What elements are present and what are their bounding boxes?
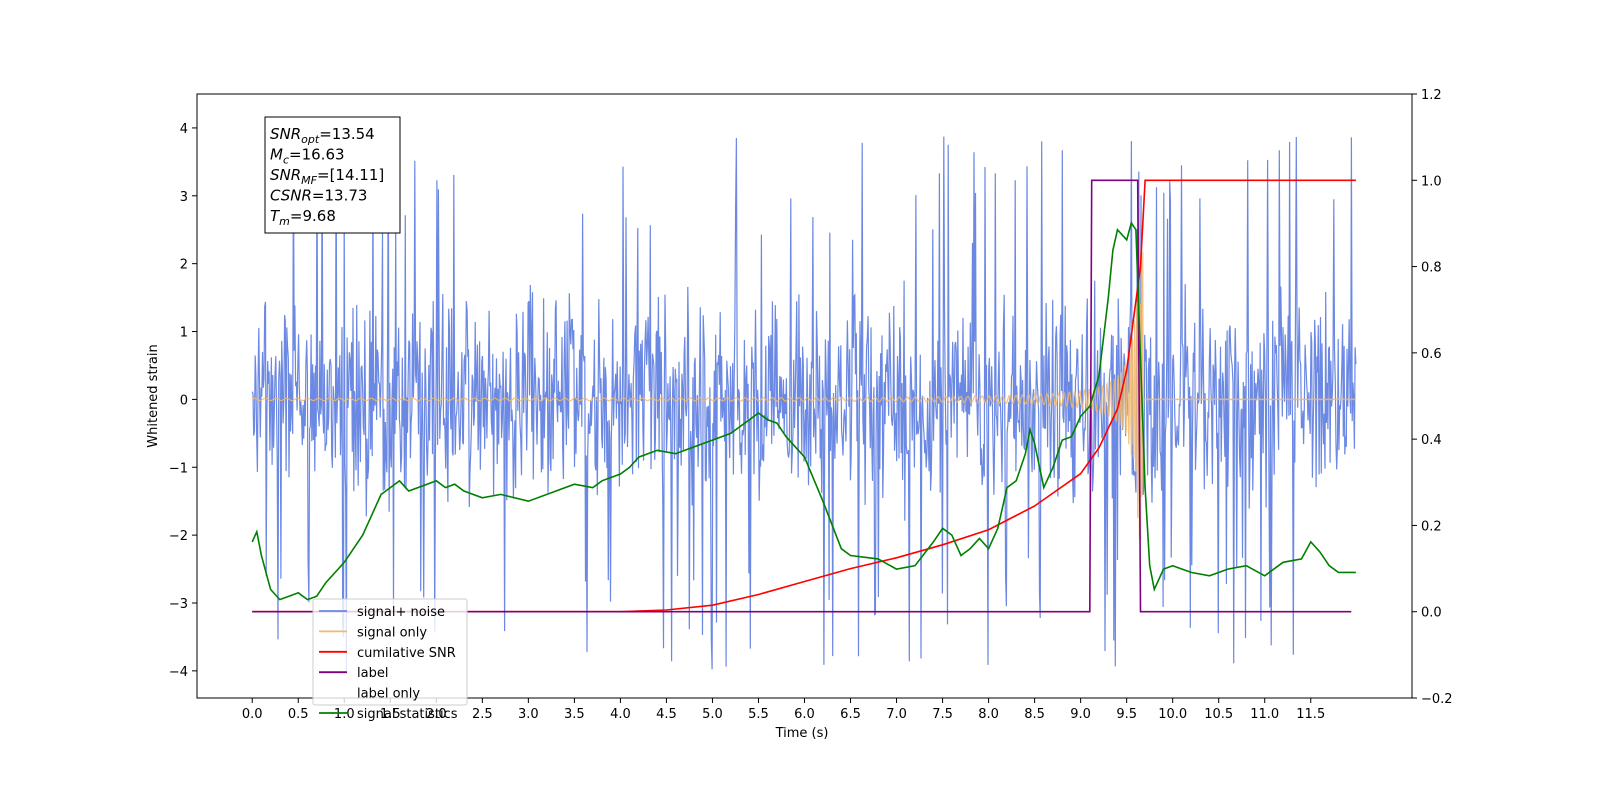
info-line: SNRopt=13.54: [270, 125, 375, 146]
y-tick-label: −2: [169, 529, 188, 544]
x-tick-label: 11.0: [1250, 707, 1279, 722]
y2-axis: 1.2 1.0 0.8 0.6 0.4 0.2 0.0 −0.2: [1412, 88, 1453, 707]
legend-entry: label: [357, 666, 388, 681]
legend-entry: signal+ noise: [357, 605, 445, 620]
info-box: SNRopt=13.54Mc=16.63SNRMF=[14.11]CSNR=13…: [264, 116, 401, 234]
series-line-label: [252, 179, 1352, 613]
x-tick-label: 1.0: [334, 707, 355, 722]
info-line: SNRMF=[14.11]: [270, 166, 384, 187]
info-line: Mc=16.63: [270, 146, 345, 167]
legend-entry: signal statistics: [357, 707, 458, 722]
x-tick-label: 7.5: [932, 707, 953, 722]
x-tick-label: 4.0: [610, 707, 631, 722]
legend-entry: cumilative SNR: [357, 646, 456, 661]
x-tick-label: 10.0: [1158, 707, 1187, 722]
series-line-signal-plus-noise: [251, 131, 1357, 671]
x-tick-label: 2.0: [426, 707, 447, 722]
y-tick-label: 1: [180, 326, 188, 341]
series-line-cumilative-snr: [252, 179, 1356, 613]
y-tick-label: 3: [180, 190, 188, 205]
y-tick-label: 0: [180, 393, 188, 408]
y-tick-label: 2: [180, 258, 188, 273]
x-tick-label: 10.5: [1204, 707, 1233, 722]
x-tick-label: 9.5: [1116, 707, 1137, 722]
x-axis-label: Time (s): [775, 726, 829, 741]
x-tick-label: 0.0: [242, 707, 263, 722]
y-tick-label: 4: [180, 122, 188, 137]
x-tick-label: 3.5: [564, 707, 585, 722]
y2-tick-label: 0.2: [1421, 519, 1442, 534]
x-tick-label: 3.0: [518, 707, 539, 722]
x-tick-label: 8.5: [1024, 707, 1045, 722]
y2-tick-label: 0.6: [1421, 347, 1442, 362]
y2-tick-label: 1.2: [1421, 88, 1442, 103]
x-tick-label: 6.0: [794, 707, 815, 722]
x-tick-label: 5.0: [702, 707, 723, 722]
plot-area: [251, 131, 1357, 671]
legend-entry: signal only: [357, 625, 427, 640]
x-tick-label: 8.0: [978, 707, 999, 722]
y2-tick-label: 0.8: [1421, 261, 1442, 276]
y-tick-label: −3: [169, 597, 188, 612]
x-tick-label: 2.5: [472, 707, 493, 722]
x-tick-label: 5.5: [748, 707, 769, 722]
y2-tick-label: −0.2: [1421, 692, 1453, 707]
x-axis: 0.0 0.5 1.0 1.5 2.0 2.5 3.0 3.5 4.0 4.5 5.0 5.5 6.0 6…: [242, 698, 1325, 722]
y-axis: 4 3 2 1 0 −1 −2 −3 −4: [169, 122, 197, 680]
y2-tick-label: 0.0: [1421, 606, 1442, 621]
x-tick-label: 6.5: [840, 707, 861, 722]
legend-entry: label only: [357, 687, 420, 702]
series-line-signal-statistics: [251, 221, 1356, 601]
y2-tick-label: 0.4: [1421, 433, 1442, 448]
y-tick-label: −1: [169, 461, 188, 476]
info-line: CSNR=13.73: [270, 187, 367, 205]
info-line: Tm=9.68: [270, 207, 336, 228]
x-tick-label: 4.5: [656, 707, 677, 722]
y2-tick-label: 1.0: [1421, 174, 1442, 189]
x-tick-label: 11.5: [1296, 707, 1325, 722]
info-box-frame: [264, 116, 401, 234]
y-tick-label: −4: [169, 665, 188, 680]
x-tick-label: 9.0: [1070, 707, 1091, 722]
y-axis-label: Whitened strain: [146, 344, 161, 447]
x-tick-label: 0.5: [288, 707, 309, 722]
x-tick-label: 1.5: [380, 707, 401, 722]
x-tick-label: 7.0: [886, 707, 907, 722]
legend: signal+ noise signal only cumilative SNR la…: [312, 598, 468, 722]
legend-frame: [312, 598, 468, 706]
series-line-signal-only: [251, 251, 1357, 541]
